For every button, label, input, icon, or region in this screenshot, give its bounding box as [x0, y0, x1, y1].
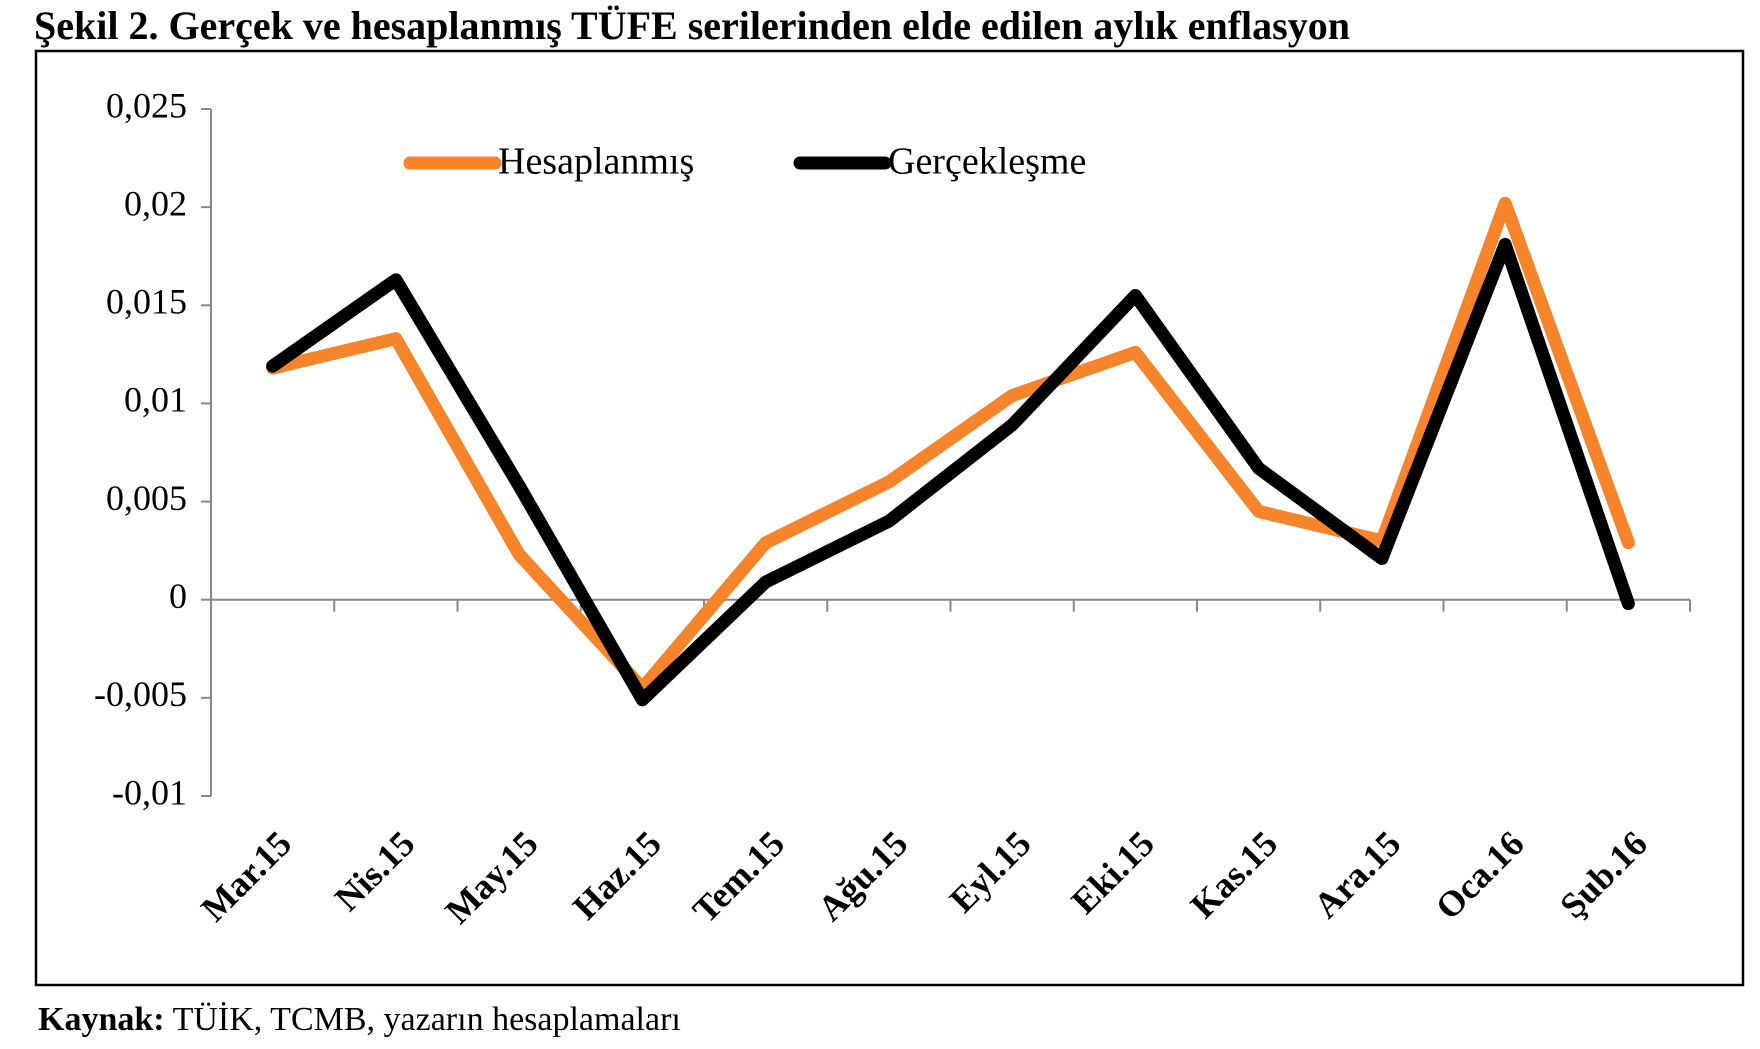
x-tick-label: Ağu.15 [810, 823, 915, 928]
legend-label: Gerçekleşme [888, 141, 1086, 183]
x-tick-label: Haz.15 [565, 823, 669, 927]
x-tick-label: Nis.15 [327, 823, 422, 918]
series-line [266, 196, 1635, 695]
y-tick-label: 0,005 [106, 478, 187, 518]
y-tick-label: 0,02 [124, 183, 187, 223]
x-tick-label: Ara.15 [1306, 823, 1409, 926]
x-tick-label: Oca.16 [1428, 823, 1532, 927]
y-tick-label: 0,01 [124, 380, 187, 420]
y-tick-label: 0,025 [106, 85, 187, 125]
y-tick-label: 0,015 [106, 282, 187, 322]
x-tick-label: Eyl.15 [942, 823, 1039, 920]
x-tick-label: Tem.15 [685, 823, 792, 930]
x-tick-label: May.15 [437, 823, 545, 931]
x-tick-label: Eki.15 [1064, 823, 1162, 921]
chart-frame [34, 49, 1745, 987]
y-tick-label: -0,005 [94, 674, 187, 714]
y-tick-label: 0 [169, 576, 187, 616]
legend-label: Hesaplanmış [498, 141, 694, 183]
y-tick-label: -0,01 [112, 772, 187, 812]
x-tick-label: Kas.15 [1183, 823, 1286, 926]
x-tick-label: Mar.15 [193, 823, 299, 929]
x-tick-label: Şub.16 [1552, 823, 1655, 926]
chart-title: Şekil 2. Gerçek ve hesaplanmış TÜFE seri… [34, 3, 1350, 48]
source-text: TÜİK, TCMB, yazarın hesaplamaları [173, 1001, 681, 1038]
series-line [266, 237, 1635, 707]
source-label: Kaynak: [38, 1001, 165, 1038]
source-note: Kaynak: TÜİK, TCMB, yazarın hesaplamaları [38, 1001, 681, 1038]
